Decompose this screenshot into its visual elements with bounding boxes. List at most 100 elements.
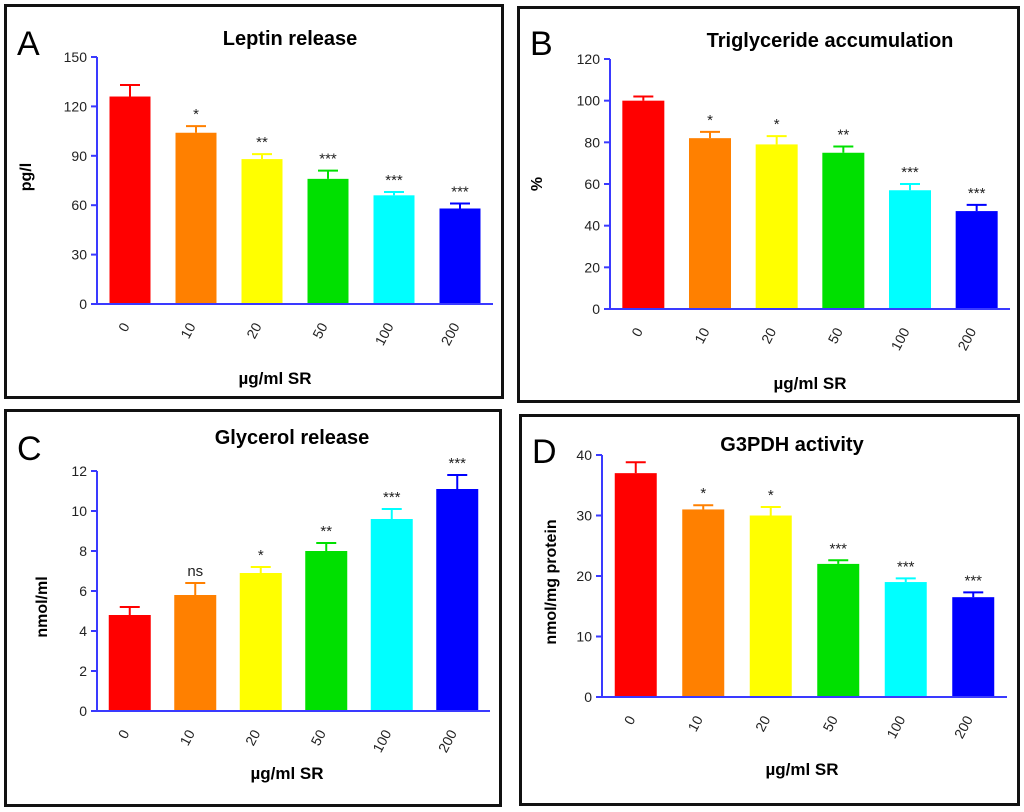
bar [817, 563, 860, 697]
panel-b: B Triglyceride accumulation 0 * 10 * 20 ** 50 ***… [517, 6, 1020, 403]
x-tick-label: 10 [684, 713, 706, 734]
y-tick-label: 40 [576, 447, 592, 463]
x-tick-label: 10 [691, 325, 713, 346]
x-tick-label: 50 [309, 320, 331, 341]
significance-label: *** [901, 164, 919, 181]
panel-letter: D [532, 433, 557, 471]
significance-label: ** [320, 523, 332, 540]
y-tick-label: 2 [79, 663, 87, 679]
significance-label: *** [964, 572, 982, 589]
significance-label: * [768, 487, 774, 504]
y-tick-label: 30 [576, 508, 592, 524]
y-axis-label: nmol/mg protein [543, 519, 560, 644]
y-tick-label: 0 [79, 703, 87, 719]
panel-letter: B [530, 25, 553, 63]
bar [952, 597, 995, 697]
significance-label: * [193, 106, 199, 123]
y-tick-label: 120 [64, 98, 88, 114]
x-tick-label: 0 [115, 320, 133, 335]
significance-label: * [700, 485, 706, 502]
significance-label: ** [256, 134, 268, 151]
y-tick-label: 100 [577, 93, 601, 109]
chart-leptin-release: A Leptin release 0 * 10 ** 20 *** 50 *** 100 *** 200… [17, 25, 493, 388]
x-tick-label: 10 [176, 727, 198, 748]
chart-glycerol-release: C Glycerol release0ns10*20**50***100***20… [17, 427, 490, 783]
chart-title: G3PDH activity [720, 434, 864, 456]
chart-g3pdh-activity: D G3PDH activity 0 * 10 * 20 *** 50 *** 100 *** 200 0… [532, 433, 1007, 779]
y-tick-label: 10 [71, 503, 87, 519]
significance-label: *** [451, 184, 469, 201]
panel-letter: C [17, 430, 42, 468]
x-tick-label: 100 [883, 713, 908, 741]
y-tick-label: 60 [71, 197, 87, 213]
bar [305, 551, 348, 711]
y-tick-label: 8 [79, 543, 87, 559]
x-tick-label: 20 [758, 325, 780, 346]
x-tick-label: 200 [438, 320, 463, 348]
significance-label: *** [897, 558, 915, 575]
x-tick-label: 200 [951, 713, 976, 741]
y-tick-label: 80 [584, 134, 600, 150]
significance-label: * [774, 116, 780, 133]
x-tick-label: 0 [628, 325, 646, 340]
bar [307, 178, 349, 304]
y-tick-label: 10 [576, 629, 592, 645]
bar [370, 519, 413, 711]
x-tick-label: 100 [369, 727, 394, 755]
y-tick-label: 0 [592, 301, 600, 317]
bar [108, 615, 151, 711]
x-tick-label: 20 [243, 320, 265, 341]
significance-label: *** [383, 489, 401, 506]
panel-d: D G3PDH activity 0 * 10 * 20 *** 50 *** 100 *** 200 0… [519, 414, 1020, 806]
bar [439, 208, 481, 304]
chart-title: Triglyceride accumulation [707, 30, 954, 52]
bar [175, 132, 217, 304]
bar [884, 582, 927, 697]
x-tick-label: 100 [888, 325, 913, 353]
bar [436, 489, 479, 711]
y-tick-label: 0 [79, 296, 87, 312]
panel-c: C Glycerol release 0 ns 10 * 20 ** 50 *** 100 *** 20… [4, 409, 502, 807]
bar [682, 509, 725, 697]
x-tick-label: 10 [177, 320, 199, 341]
x-tick-label: 50 [825, 325, 847, 346]
y-tick-label: 0 [584, 689, 592, 705]
bar [755, 144, 798, 309]
y-tick-label: 4 [79, 623, 87, 639]
significance-label: *** [385, 172, 403, 189]
y-axis-label: % [529, 177, 546, 191]
x-tick-label: 100 [372, 320, 397, 348]
y-tick-label: 120 [577, 51, 601, 67]
x-axis-label: µg/ml SR [238, 369, 311, 388]
bar [749, 515, 792, 697]
panel-a: A Leptin release 0 * 10 ** 20 *** 50 *** 100 *** 200… [4, 4, 504, 399]
chart-triglyceride-accumulation: B Triglyceride accumulation 0 * 10 * 20 ** 50 ***… [529, 25, 1010, 393]
chart-title: Leptin release [223, 28, 358, 50]
x-tick-label: 20 [752, 713, 774, 734]
significance-label: ns [187, 563, 203, 580]
bar [889, 190, 931, 309]
x-tick-label: 0 [115, 727, 133, 742]
chart-title: Glycerol release [215, 427, 370, 449]
y-tick-label: 90 [71, 148, 87, 164]
significance-label: *** [968, 185, 986, 202]
bar [689, 138, 731, 309]
x-tick-label: 200 [954, 325, 979, 353]
y-tick-label: 12 [71, 463, 87, 479]
y-tick-label: 30 [71, 247, 87, 263]
x-axis-label: µg/ml SR [765, 760, 838, 779]
y-tick-label: 20 [584, 259, 600, 275]
significance-label: *** [448, 455, 466, 472]
y-tick-label: 20 [576, 568, 592, 584]
y-tick-label: 40 [584, 218, 600, 234]
x-tick-label: 200 [435, 727, 460, 755]
bar [109, 96, 151, 305]
bar [822, 152, 865, 309]
bar [239, 573, 282, 711]
y-axis-label: nmol/ml [34, 576, 51, 637]
y-axis-label: pg/l [18, 163, 35, 191]
x-tick-label: 50 [819, 713, 841, 734]
x-axis-label: µg/ml SR [250, 764, 323, 783]
significance-label: ** [837, 127, 849, 144]
x-axis-label: µg/ml SR [773, 374, 846, 393]
